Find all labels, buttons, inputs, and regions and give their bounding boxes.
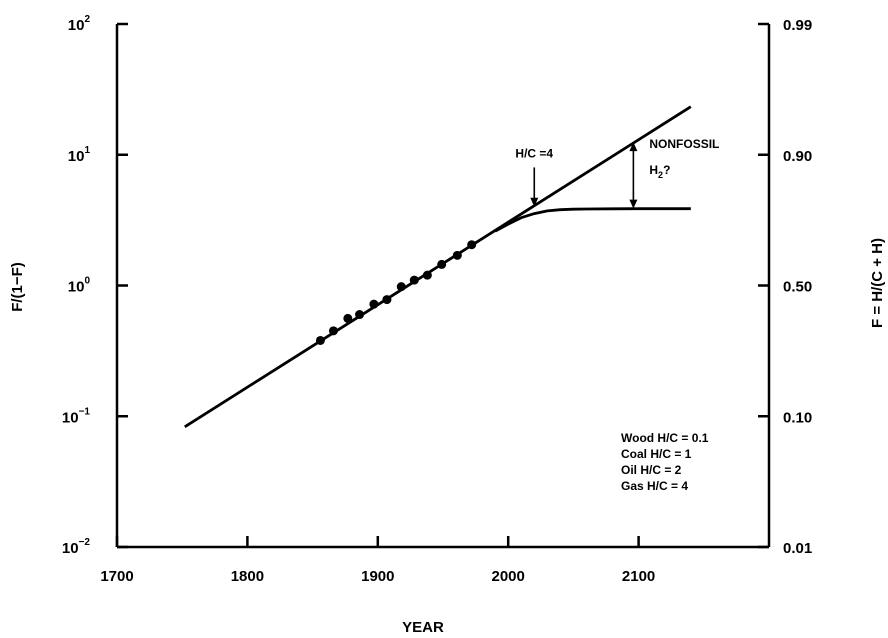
saturation-curve: [494, 207, 691, 233]
legend: Wood H/C = 0.1 Coal H/C = 1 Oil H/C = 2 …: [621, 431, 709, 493]
legend-entry-gas: Gas H/C = 4: [621, 479, 688, 493]
x-tick-label: 2000: [492, 568, 525, 585]
left-tick-base: 10: [68, 148, 85, 165]
nonfossil-label: NONFOSSIL: [649, 137, 719, 151]
legend-entry-wood: Wood H/C = 0.1: [621, 431, 709, 445]
x-tick-label: 2100: [622, 568, 655, 585]
left-tick-label: 10−2: [62, 537, 91, 557]
x-tick-label: 1700: [100, 568, 133, 585]
right-axis-title: F = H/(C + H): [869, 238, 886, 328]
right-tick-label: 0.99: [783, 17, 812, 34]
legend-entry-coal: Coal H/C = 1: [621, 447, 692, 461]
left-tick-exponent: 2: [84, 14, 90, 25]
left-tick-label: 101: [68, 145, 91, 165]
data-point: [467, 240, 477, 250]
data-point: [343, 313, 353, 323]
left-tick-exponent: 1: [84, 145, 90, 156]
h2-label: H2?: [649, 163, 670, 180]
h2-base: H: [649, 163, 658, 177]
annotations-group: H/C =4 NONFOSSIL H2?: [515, 137, 719, 209]
data-point: [452, 250, 462, 260]
x-tick-label: 1800: [231, 568, 264, 585]
data-point: [328, 326, 338, 336]
left-tick-label: 102: [68, 14, 91, 34]
left-tick-label: 10−1: [62, 406, 91, 426]
x-tick-label: 1900: [361, 568, 394, 585]
left-axis-title: F/(1−F): [9, 262, 26, 312]
h2-suffix: ?: [663, 163, 670, 177]
left-tick-base: 10: [62, 409, 79, 426]
data-point: [382, 295, 392, 305]
x-axis-title: YEAR: [402, 619, 444, 636]
gap-arrow-head-up: [629, 142, 638, 152]
data-point: [409, 275, 419, 285]
gap-arrow-head-down: [629, 199, 638, 209]
left-tick-base: 10: [68, 17, 85, 34]
data-point: [437, 259, 447, 269]
ticks-group: 1700 1800 1900 2000 210010210110010−110−20.9…: [62, 14, 812, 585]
h2-subscript: 2: [658, 170, 663, 180]
data-point: [369, 299, 379, 309]
data-point: [315, 335, 325, 345]
legend-entry-oil: Oil H/C = 2: [621, 463, 682, 477]
right-tick-label: 0.50: [783, 279, 812, 296]
right-tick-label: 0.90: [783, 148, 812, 165]
data-point: [396, 282, 406, 292]
data-point: [422, 270, 432, 280]
left-tick-base: 10: [62, 540, 79, 557]
hc-label: H/C =4: [515, 146, 553, 160]
data-point: [355, 310, 365, 320]
left-tick-base: 10: [68, 279, 85, 296]
hc-arrow-head: [530, 197, 539, 207]
left-tick-exponent: −1: [79, 406, 91, 417]
left-tick-exponent: 0: [84, 276, 90, 287]
plot-group: [184, 105, 692, 428]
right-tick-label: 0.10: [783, 409, 812, 426]
trend-line: [184, 105, 692, 428]
left-tick-exponent: −2: [79, 537, 91, 548]
left-tick-label: 100: [68, 276, 91, 296]
right-tick-label: 0.01: [783, 540, 812, 557]
